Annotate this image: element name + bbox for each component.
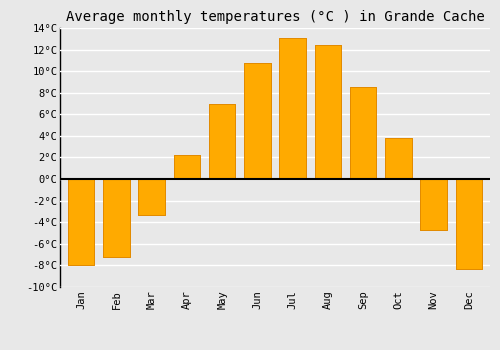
Bar — [209, 104, 236, 179]
Bar — [385, 138, 411, 179]
Bar — [420, 179, 447, 230]
Bar — [244, 63, 270, 179]
Bar — [420, 179, 447, 230]
Bar — [314, 45, 341, 179]
Bar — [68, 179, 94, 265]
Bar — [350, 88, 376, 179]
Bar — [138, 179, 165, 215]
Bar — [314, 45, 341, 179]
Bar — [103, 179, 130, 257]
Bar — [103, 179, 130, 257]
Bar — [456, 179, 482, 269]
Bar — [138, 179, 165, 215]
Bar — [174, 155, 200, 179]
Bar — [68, 179, 94, 265]
Bar — [280, 38, 306, 179]
Bar — [174, 155, 200, 179]
Bar — [350, 88, 376, 179]
Bar — [244, 63, 270, 179]
Bar — [456, 179, 482, 269]
Title: Average monthly temperatures (°C ) in Grande Cache: Average monthly temperatures (°C ) in Gr… — [66, 10, 484, 24]
Bar — [385, 138, 411, 179]
Bar — [209, 104, 236, 179]
Bar — [280, 38, 306, 179]
